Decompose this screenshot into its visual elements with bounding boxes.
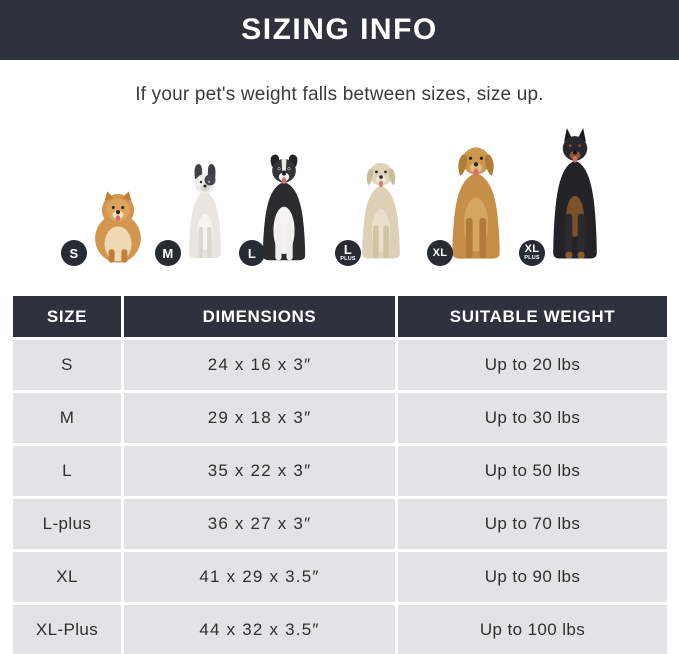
table-cell-weight: Up to 100 lbs	[398, 605, 667, 654]
sizing-table: SIZE DIMENSIONS SUITABLE WEIGHT S 24 x 1…	[13, 296, 667, 654]
table-cell-weight: Up to 90 lbs	[398, 552, 667, 602]
dog-size-illustrations: S M L L PLUS XL XL PLUS	[0, 112, 679, 272]
table-cell-weight: Up to 20 lbs	[398, 340, 667, 390]
table-cell-size: XL-Plus	[13, 605, 121, 654]
size-badge-label: XL	[432, 246, 448, 259]
table-cell-size: XL	[13, 552, 121, 602]
header-bar: SIZING INFO	[0, 0, 679, 60]
size-badge-label: S	[69, 245, 79, 261]
golden-retriever-dog-image	[439, 142, 513, 264]
table-cell-dimensions: 44 x 32 x 3.5″	[124, 605, 395, 654]
table-cell-weight: Up to 70 lbs	[398, 499, 667, 549]
border-collie-dog-image	[250, 152, 318, 264]
size-badge-label: L	[343, 242, 353, 258]
table-cell-dimensions: 41 x 29 x 3.5″	[124, 552, 395, 602]
table-cell-size: L	[13, 446, 121, 496]
size-badge-sublabel: PLUS	[524, 255, 540, 262]
table-cell-weight: Up to 30 lbs	[398, 393, 667, 443]
size-badge-label: XL	[524, 243, 540, 256]
column-header-dimensions: DIMENSIONS	[124, 296, 395, 337]
french-bulldog-dog-image	[180, 160, 230, 264]
size-badge-m: M	[155, 240, 181, 266]
doberman-dog-image	[535, 128, 615, 264]
labrador-dog-image	[352, 156, 410, 264]
table-cell-dimensions: 24 x 16 x 3″	[124, 340, 395, 390]
column-header-suitable-weight: SUITABLE WEIGHT	[398, 296, 667, 337]
page-title: SIZING INFO	[241, 13, 438, 46]
table-cell-dimensions: 29 x 18 x 3″	[124, 393, 395, 443]
table-cell-size: M	[13, 393, 121, 443]
pomeranian-dog-image	[84, 190, 152, 264]
size-badge-l-plus: L PLUS	[335, 240, 361, 266]
size-badge-l: L	[239, 240, 265, 266]
table-cell-size: S	[13, 340, 121, 390]
size-badge-label: M	[162, 245, 174, 261]
table-cell-dimensions: 36 x 27 x 3″	[124, 499, 395, 549]
size-badge-xl-plus: XL PLUS	[519, 240, 545, 266]
size-badge-xl: XL	[427, 240, 453, 266]
table-cell-size: L-plus	[13, 499, 121, 549]
size-badge-sublabel: PLUS	[340, 256, 356, 263]
size-badge-label: L	[247, 245, 257, 261]
table-cell-weight: Up to 50 lbs	[398, 446, 667, 496]
sizing-note: If your pet's weight falls between sizes…	[135, 84, 544, 105]
column-header-size: SIZE	[13, 296, 121, 337]
size-badge-s: S	[61, 240, 87, 266]
table-cell-dimensions: 35 x 22 x 3″	[124, 446, 395, 496]
